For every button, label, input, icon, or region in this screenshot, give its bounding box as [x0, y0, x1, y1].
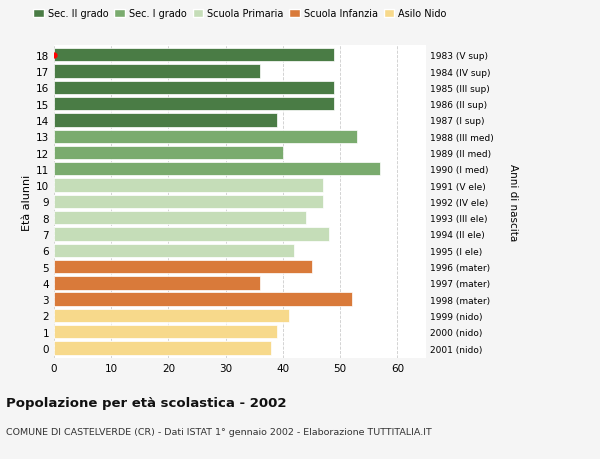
Bar [54, 49, 334, 62]
Bar [54, 130, 358, 144]
Y-axis label: Età alunni: Età alunni [22, 174, 32, 230]
Bar [54, 309, 289, 322]
Bar [54, 325, 277, 339]
Bar [54, 228, 329, 241]
Bar [54, 277, 260, 290]
Bar [54, 114, 277, 127]
Bar [54, 293, 352, 306]
Bar [54, 195, 323, 209]
Bar [54, 82, 334, 95]
Legend: Sec. II grado, Sec. I grado, Scuola Primaria, Scuola Infanzia, Asilo Nido: Sec. II grado, Sec. I grado, Scuola Prim… [31, 7, 449, 21]
Bar [54, 98, 334, 111]
Bar [54, 146, 283, 160]
Y-axis label: Anni di nascita: Anni di nascita [508, 163, 518, 241]
Bar [54, 260, 311, 274]
Bar [54, 65, 260, 78]
Bar [54, 341, 271, 355]
Bar [54, 212, 306, 225]
Bar [54, 163, 380, 176]
Bar [54, 179, 323, 192]
Text: COMUNE DI CASTELVERDE (CR) - Dati ISTAT 1° gennaio 2002 - Elaborazione TUTTITALI: COMUNE DI CASTELVERDE (CR) - Dati ISTAT … [6, 427, 432, 436]
Bar [54, 244, 295, 257]
Text: Popolazione per età scolastica - 2002: Popolazione per età scolastica - 2002 [6, 396, 287, 409]
